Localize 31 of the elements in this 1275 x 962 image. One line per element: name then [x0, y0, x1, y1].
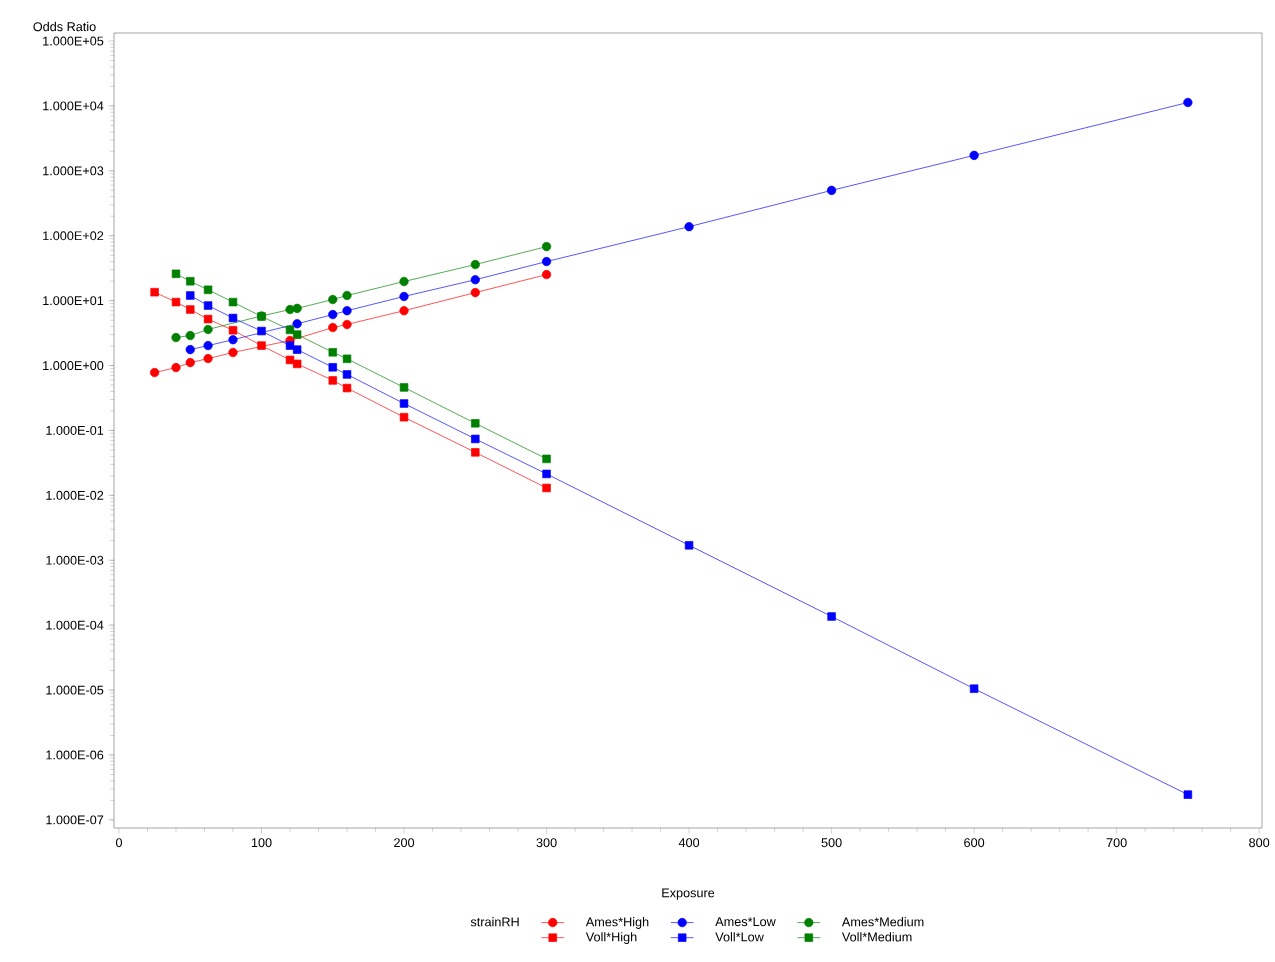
y-tick-label: 1.000E+00: [43, 361, 104, 371]
y-axis-title: Odds Ratio: [33, 21, 96, 32]
y-tick-label: 1.000E+02: [43, 231, 104, 241]
y-tick-label: 1.000E-02: [46, 490, 104, 500]
x-tick-label: 800: [1249, 838, 1270, 848]
x-axis-title: Exposure: [662, 888, 715, 900]
legend-label: Voll*High: [585, 932, 637, 944]
y-tick-label: 1.000E-04: [46, 620, 104, 630]
y-tick-label: 1.000E+05: [43, 36, 104, 46]
legend-title: strainRH: [470, 917, 519, 927]
y-tick-label: 1.000E-01: [46, 425, 104, 435]
y-tick-label: 1.000E+01: [43, 296, 104, 306]
legend-label: Voll*Low: [715, 932, 764, 942]
x-tick-label: 600: [964, 838, 985, 848]
y-tick-label: 1.000E-03: [46, 555, 104, 565]
y-tick-label: 1.000E-06: [46, 750, 104, 760]
legend-label: Voll*Medium: [841, 932, 912, 942]
y-tick-label: 1.000E+03: [43, 166, 104, 176]
x-tick-label: 300: [536, 838, 557, 848]
x-tick-label: 0: [115, 838, 123, 848]
y-tick-label: 1.000E-05: [46, 685, 104, 695]
x-tick-label: 200: [394, 838, 415, 848]
x-tick-label: 700: [1106, 838, 1127, 848]
x-tick-label: 400: [678, 838, 700, 848]
y-tick-label: 1.000E-07: [46, 815, 104, 825]
legend-label: Ames*High: [585, 917, 649, 929]
legend-label: Ames*Medium: [841, 917, 924, 927]
x-tick-label: 500: [821, 838, 842, 848]
y-tick-label: 1.000E+04: [43, 101, 104, 111]
legend-label: Ames*Low: [715, 917, 776, 927]
x-tick-label: 100: [251, 838, 272, 848]
